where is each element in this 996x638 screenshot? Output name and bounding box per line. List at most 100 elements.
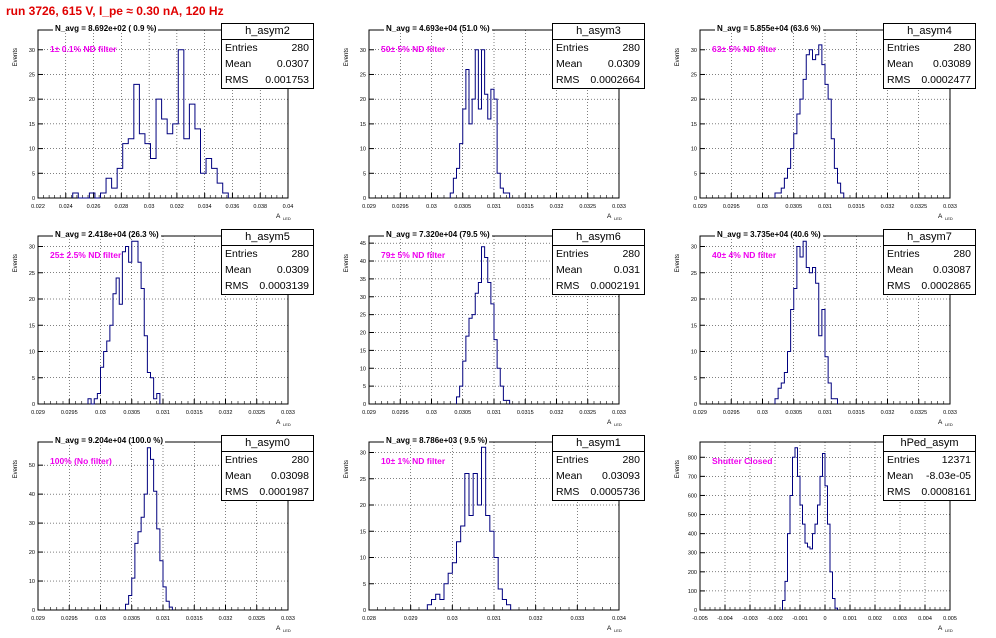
x-tick-label: 0.032 bbox=[529, 616, 543, 622]
stats-value-entries: 280 bbox=[291, 248, 309, 260]
histogram-series bbox=[456, 246, 511, 404]
stats-value-mean: -8.03e-05 bbox=[926, 470, 971, 482]
x-tick-label: 0.03 bbox=[95, 410, 106, 416]
y-tick-label: 20 bbox=[29, 297, 35, 303]
x-tick-label: 0.029 bbox=[362, 410, 376, 416]
histogram-name: h_asym7 bbox=[884, 230, 975, 246]
y-tick-label: 45 bbox=[360, 241, 366, 247]
x-tick-label: 0.029 bbox=[693, 204, 707, 210]
filter-annotation: 10± 1% ND filter bbox=[381, 456, 446, 466]
y-tick-label: 0 bbox=[363, 196, 366, 202]
y-tick-label: 50 bbox=[29, 463, 35, 469]
histogram-plot: 0.028 0.029 0.03 0.031 0.032 0.033 0.034 0 5 10 15… bbox=[344, 441, 626, 633]
stats-value-rms: 0.0002664 bbox=[590, 74, 640, 86]
x-axis-label-subscript: LED bbox=[614, 628, 622, 633]
y-tick-label: 200 bbox=[688, 570, 697, 576]
x-axis-label-subscript: LED bbox=[945, 422, 953, 427]
stats-row-entries: Entries 280 bbox=[553, 40, 644, 56]
y-tick-label: 20 bbox=[360, 97, 366, 103]
navg-label: N_avg = 2.418e+04 (26.3 %) bbox=[53, 230, 161, 239]
y-tick-label: 5 bbox=[32, 171, 35, 177]
stats-box: h_asym7 Entries 280 Mean 0.03087 RMS 0.0002865 bbox=[883, 229, 976, 295]
filter-annotation: 100% (No filter) bbox=[50, 456, 112, 466]
x-tick-label: 0.033 bbox=[612, 204, 626, 210]
x-tick-label: 0.032 bbox=[550, 204, 564, 210]
stats-label-rms: RMS bbox=[887, 280, 911, 292]
histogram-name: hPed_asym bbox=[884, 436, 975, 452]
x-tick-label: 0.03 bbox=[426, 410, 437, 416]
navg-label: N_avg = 5.855e+04 (63.6 %) bbox=[715, 24, 823, 33]
stats-row-rms: RMS 0.0002664 bbox=[553, 72, 644, 88]
stats-row-mean: Mean 0.03093 bbox=[553, 468, 644, 484]
x-tick-label: 0.038 bbox=[253, 204, 267, 210]
stats-value-entries: 12371 bbox=[941, 454, 971, 466]
stats-row-entries: Entries 12371 bbox=[884, 452, 975, 468]
x-tick-label: 0.033 bbox=[943, 204, 957, 210]
y-tick-label: 5 bbox=[363, 384, 366, 390]
y-tick-label: 30 bbox=[691, 245, 697, 251]
navg-label: N_avg = 8.786e+03 ( 9.5 %) bbox=[384, 436, 490, 445]
y-tick-label: 15 bbox=[29, 122, 35, 128]
histogram-panel-h_asym1: 0.028 0.029 0.03 0.031 0.032 0.033 0.034 0 5 10 15… bbox=[331, 432, 662, 638]
x-tick-label: 0.0315 bbox=[848, 410, 865, 416]
histogram-name: h_asym1 bbox=[553, 436, 644, 452]
x-tick-label: 0.0305 bbox=[454, 410, 471, 416]
x-tick-label: 0.029 bbox=[31, 616, 45, 622]
navg-label: N_avg = 9.204e+04 (100.0 %) bbox=[53, 436, 166, 445]
stats-row-mean: Mean 0.03087 bbox=[884, 262, 975, 278]
histogram-name: h_asym6 bbox=[553, 230, 644, 246]
histogram-series bbox=[774, 44, 845, 198]
histogram-panel-h_asym0: 0.029 0.0295 0.03 0.0305 0.031 0.0315 0.032 0.0… bbox=[0, 432, 331, 638]
x-tick-label: 0.033 bbox=[943, 410, 957, 416]
stats-value-entries: 280 bbox=[291, 454, 309, 466]
stats-label-rms: RMS bbox=[225, 486, 249, 498]
y-tick-label: 15 bbox=[360, 122, 366, 128]
y-tick-label: 0 bbox=[363, 402, 366, 408]
x-tick-label: 0.002 bbox=[868, 616, 882, 622]
stats-row-entries: Entries 280 bbox=[553, 246, 644, 262]
stats-value-rms: 0.0003139 bbox=[259, 280, 309, 292]
x-tick-label: -0.001 bbox=[792, 616, 808, 622]
y-tick-label: 0 bbox=[694, 402, 697, 408]
stats-box: h_asym0 Entries 280 Mean 0.03098 RMS 0.0001987 bbox=[221, 435, 314, 501]
histogram-name: h_asym2 bbox=[222, 24, 313, 40]
x-tick-label: 0.033 bbox=[281, 616, 295, 622]
histogram-series bbox=[72, 49, 229, 199]
stats-value-rms: 0.0002191 bbox=[590, 280, 640, 292]
x-axis-label: A bbox=[276, 625, 281, 632]
y-tick-label: 5 bbox=[363, 171, 366, 177]
filter-annotation: 50± 5% ND filter bbox=[381, 44, 446, 54]
stats-row-rms: RMS 0.0008161 bbox=[884, 484, 975, 500]
y-tick-label: 10 bbox=[691, 147, 697, 153]
y-tick-label: 5 bbox=[363, 582, 366, 588]
x-tick-label: 0.0315 bbox=[517, 410, 534, 416]
stats-row-mean: Mean -8.03e-05 bbox=[884, 468, 975, 484]
stats-label-rms: RMS bbox=[225, 280, 249, 292]
y-tick-label: 5 bbox=[32, 376, 35, 382]
stats-value-entries: 280 bbox=[291, 42, 309, 54]
stats-label-entries: Entries bbox=[225, 248, 258, 260]
navg-label: N_avg = 4.693e+04 (51.0 %) bbox=[384, 24, 492, 33]
histogram-series bbox=[782, 447, 838, 610]
stats-row-rms: RMS 0.0003139 bbox=[222, 278, 313, 294]
x-tick-label: 0.005 bbox=[943, 616, 957, 622]
x-tick-label: 0.026 bbox=[87, 204, 101, 210]
x-tick-label: 0.031 bbox=[487, 204, 501, 210]
stats-label-entries: Entries bbox=[556, 454, 589, 466]
stats-box: h_asym4 Entries 280 Mean 0.03089 RMS 0.0002477 bbox=[883, 23, 976, 89]
stats-box: h_asym1 Entries 280 Mean 0.03093 RMS 0.0005736 bbox=[552, 435, 645, 501]
x-tick-label: 0.03 bbox=[144, 204, 155, 210]
stats-value-entries: 280 bbox=[622, 248, 640, 260]
stats-row-rms: RMS 0.0005736 bbox=[553, 484, 644, 500]
x-tick-label: 0.028 bbox=[114, 204, 128, 210]
x-tick-label: 0.03 bbox=[757, 410, 768, 416]
x-tick-label: 0.036 bbox=[226, 204, 240, 210]
run-title: run 3726, 615 V, I_pe ≈ 0.30 nA, 120 Hz bbox=[6, 4, 224, 18]
stats-row-rms: RMS 0.0002865 bbox=[884, 278, 975, 294]
histogram-plot: 0.029 0.0295 0.03 0.0305 0.031 0.0315 0.032 0.0… bbox=[344, 29, 626, 221]
stats-value-rms: 0.0001987 bbox=[259, 486, 309, 498]
stats-label-rms: RMS bbox=[887, 486, 911, 498]
stats-label-entries: Entries bbox=[556, 248, 589, 260]
y-tick-label: 30 bbox=[29, 521, 35, 527]
histogram-name: h_asym3 bbox=[553, 24, 644, 40]
